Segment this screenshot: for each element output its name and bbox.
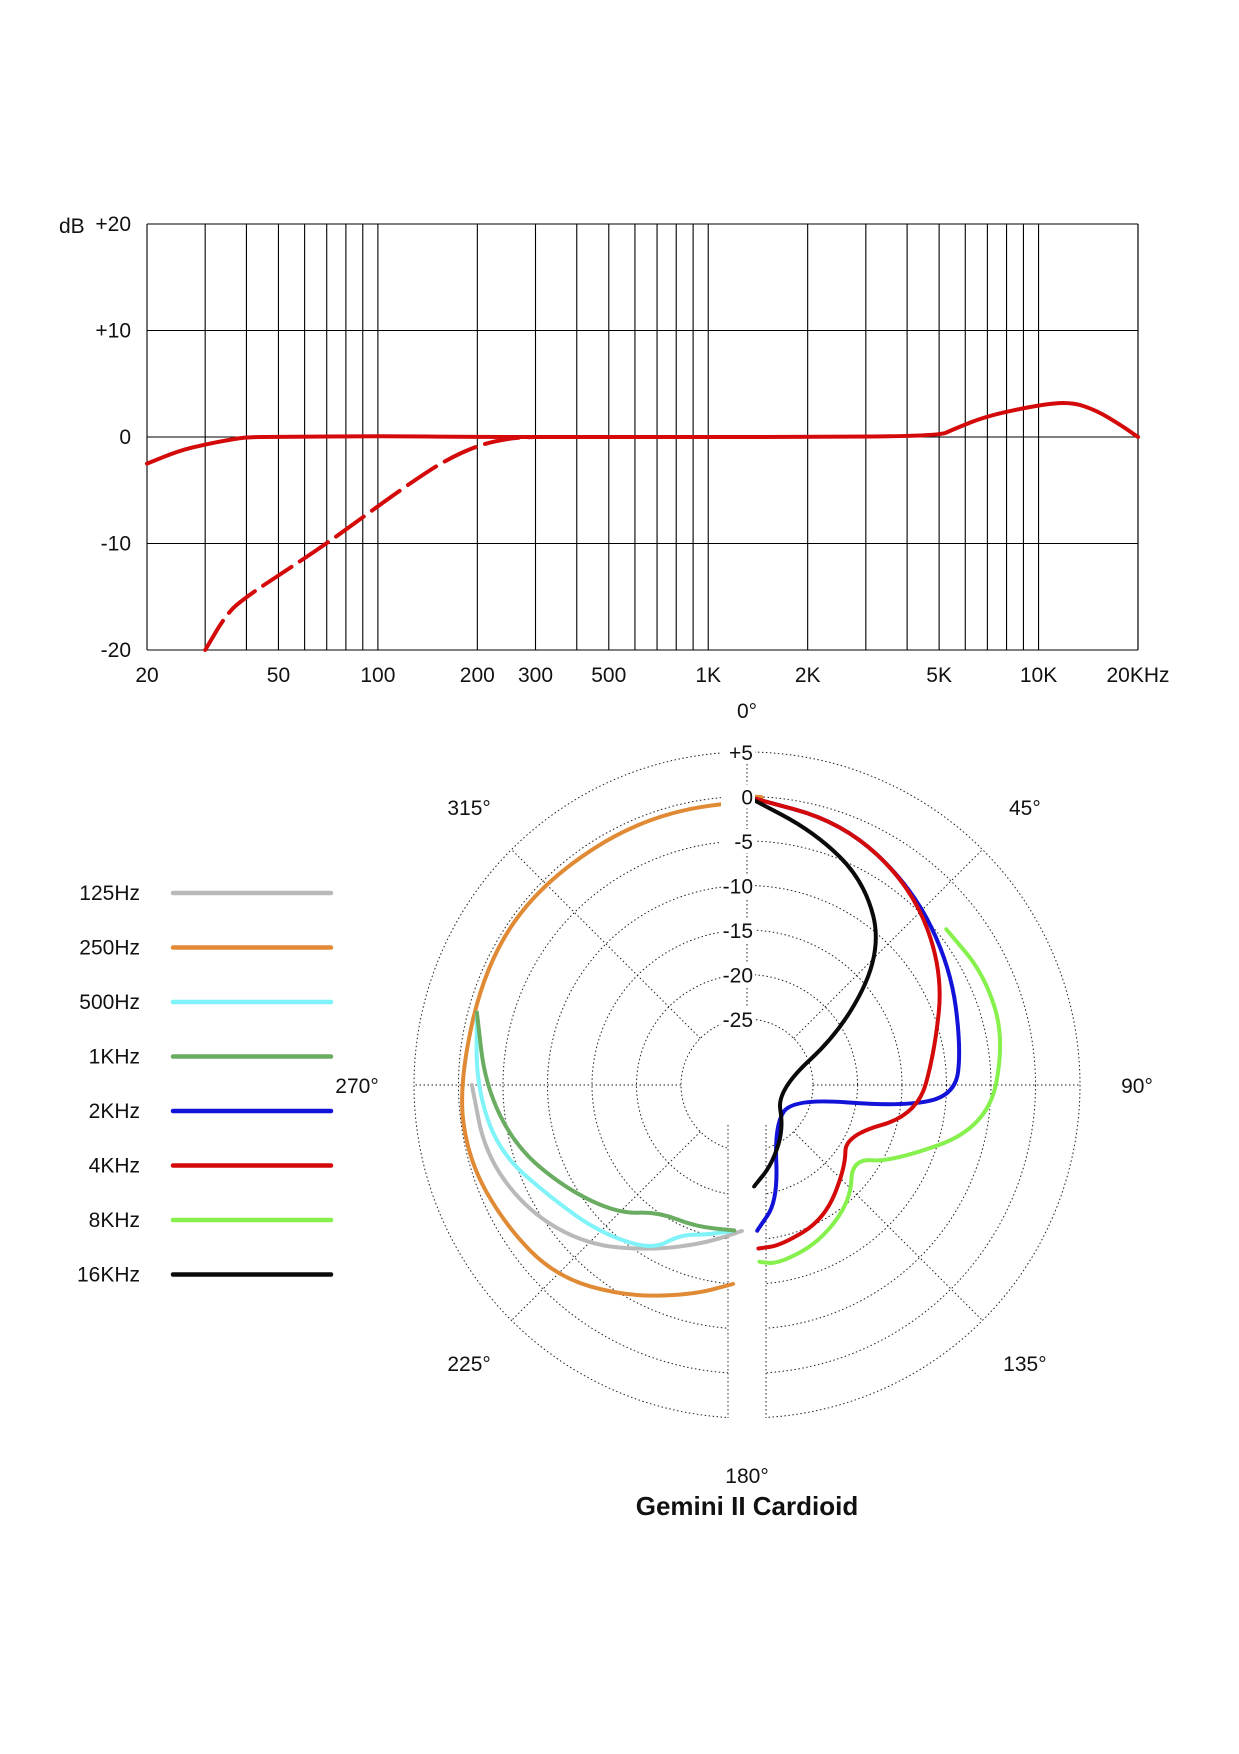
radial-label: -25 <box>723 1009 753 1032</box>
chart-title: Gemini II Cardioid <box>636 1491 858 1521</box>
polar-curve-1khz <box>474 1010 737 1233</box>
x-tick-label: 20KHz <box>1106 664 1169 687</box>
legend-label: 8KHz <box>89 1209 140 1232</box>
radial-label: -20 <box>723 965 753 988</box>
x-tick-label: 5K <box>926 664 952 687</box>
polar-curve-16khz <box>745 794 878 1189</box>
polar-curve-2khz <box>745 794 962 1233</box>
x-tick-label: 1K <box>695 664 721 687</box>
x-tick-label: 300 <box>518 664 553 687</box>
x-tick-label: 2K <box>795 664 821 687</box>
angle-label: 180° <box>725 1465 768 1488</box>
legend-label: 500Hz <box>79 991 140 1014</box>
frequency-response-curve <box>145 401 1140 466</box>
radial-label-bg <box>721 1007 755 1031</box>
radial-label: -15 <box>723 920 753 943</box>
x-tick-label: 500 <box>591 664 626 687</box>
radial-label-bg <box>721 784 755 809</box>
polar-curve-500hz <box>474 1010 737 1248</box>
polar-pattern-chart: +5 0 -5 -10 -15 -20 -25 0° 45° 90° 135° 180° 225° 270… <box>335 700 1153 1488</box>
y-tick-label: 0 <box>119 426 131 449</box>
y-tick-label: +10 <box>95 320 131 343</box>
legend-label: 2KHz <box>89 1100 140 1123</box>
radial-label: 0 <box>741 787 753 810</box>
angle-label: 135° <box>1003 1353 1046 1376</box>
legend-label: 1KHz <box>89 1046 140 1069</box>
legend: 125Hz 250Hz 500Hz 1KHz 2KHz 4KHz 8KHz 16KHz <box>77 882 334 1287</box>
angle-label: 315° <box>447 797 490 820</box>
y-tick-label: +20 <box>95 213 131 236</box>
polar-spoke <box>793 1131 983 1321</box>
y-axis-label: dB <box>59 215 85 238</box>
polar-spoke <box>793 849 983 1039</box>
legend-label: 125Hz <box>79 882 140 905</box>
polar-curves <box>460 794 1003 1298</box>
polar-center-gap <box>728 1125 766 1422</box>
angle-label: 90° <box>1121 1075 1153 1098</box>
frequency-response-curves <box>145 401 1140 652</box>
radial-label-bg <box>721 829 755 853</box>
x-tick-label: 50 <box>267 664 290 687</box>
legend-label: 16KHz <box>77 1264 140 1287</box>
legend-label: 250Hz <box>79 937 140 960</box>
radial-label-bg <box>721 740 755 764</box>
radial-label: +5 <box>729 742 753 765</box>
polar-curve-4khz <box>745 794 942 1251</box>
polar-curve-125hz <box>469 1083 744 1251</box>
polar-spoke <box>511 1131 701 1321</box>
polar-labels: +5 0 -5 -10 -15 -20 -25 0° 45° 90° 135° 180° 225° 270… <box>335 700 1153 1488</box>
y-tick-label: -10 <box>101 533 131 556</box>
polar-curve-250hz <box>460 794 764 1298</box>
polar-curve-8khz <box>757 927 1003 1265</box>
angle-label: 45° <box>1009 797 1041 820</box>
y-tick-label: -20 <box>101 639 131 662</box>
polar-grid <box>413 751 1081 1422</box>
angle-label: 270° <box>335 1075 378 1098</box>
radial-label-bg <box>721 962 755 987</box>
polar-spoke <box>511 849 701 1039</box>
x-tick-label: 20 <box>135 664 158 687</box>
x-tick-label: 10K <box>1020 664 1057 687</box>
low-cut-response-curve <box>203 434 538 652</box>
frequency-response-chart: 20 50 100 200 300 500 1K 2K 5K 10K 20KHz +20 +10 0 -10… <box>59 213 1170 687</box>
radial-label-bg <box>721 873 755 898</box>
radial-label-bg <box>721 918 755 942</box>
legend-label: 4KHz <box>89 1155 140 1178</box>
x-tick-label: 200 <box>460 664 495 687</box>
frequency-response-tick-labels: 20 50 100 200 300 500 1K 2K 5K 10K 20KHz +20 +10 0 -10… <box>95 213 1169 687</box>
angle-label: 0° <box>737 700 757 723</box>
radial-label: -5 <box>734 831 753 854</box>
radial-label: -10 <box>723 876 753 899</box>
angle-label: 225° <box>447 1353 490 1376</box>
x-tick-label: 100 <box>360 664 395 687</box>
